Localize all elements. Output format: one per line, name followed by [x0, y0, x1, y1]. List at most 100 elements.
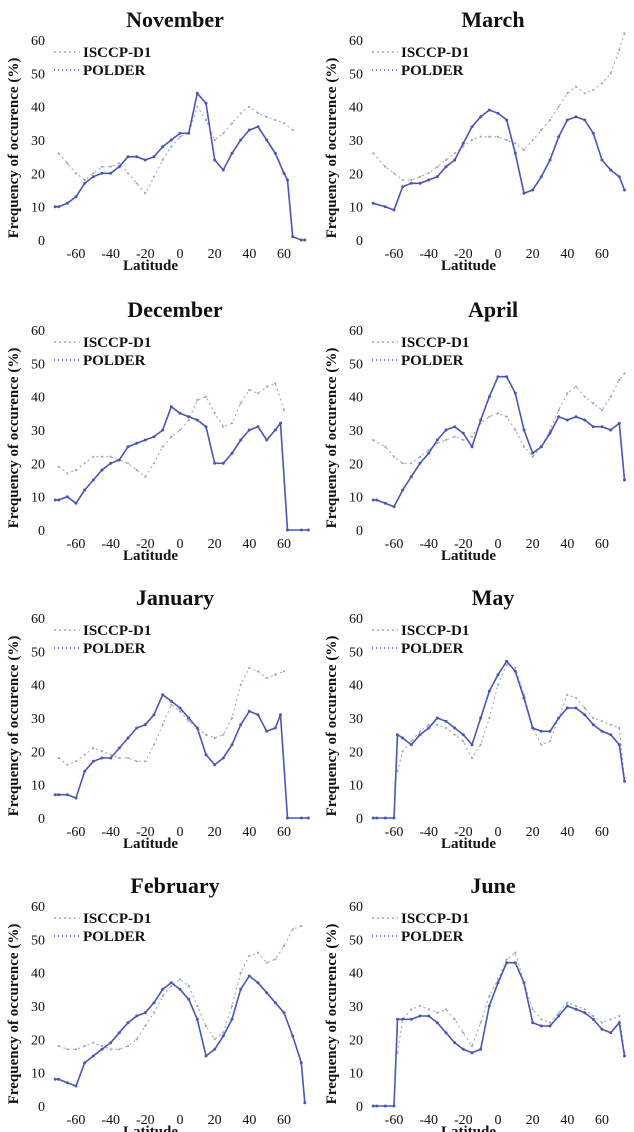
data-point-polder — [623, 779, 626, 783]
data-point-polder — [152, 155, 156, 159]
data-point-polder — [470, 125, 474, 129]
data-point-polder — [548, 1024, 552, 1028]
data-point-isccp-d1 — [470, 1044, 474, 1048]
data-point-polder — [135, 1014, 139, 1018]
data-point-polder — [600, 158, 604, 162]
y-tick-label: 30 — [349, 424, 363, 439]
data-point-isccp-d1 — [488, 716, 491, 720]
data-point-polder — [409, 1017, 413, 1021]
data-point-polder — [152, 1001, 156, 1005]
data-point-isccp-d1 — [600, 1021, 604, 1024]
data-point-polder — [135, 726, 139, 730]
data-point-isccp-d1 — [401, 178, 404, 182]
data-point-polder — [401, 736, 405, 740]
data-point-polder — [539, 1024, 543, 1028]
x-tick-label: 0 — [495, 1113, 502, 1128]
data-point-isccp-d1 — [126, 462, 130, 465]
data-point-polder — [57, 793, 61, 797]
data-point-polder — [617, 421, 621, 425]
data-point-polder — [444, 719, 448, 723]
data-point-isccp-d1 — [66, 472, 69, 475]
y-tick-label: 50 — [349, 645, 363, 660]
data-point-polder — [557, 716, 561, 720]
x-tick-label: -20 — [454, 537, 473, 552]
x-tick-label: 20 — [208, 537, 222, 552]
data-point-polder — [470, 1051, 474, 1055]
legend-label: POLDER — [83, 63, 146, 79]
data-point-polder — [496, 375, 500, 379]
data-point-polder — [195, 1017, 199, 1021]
series-line-isccp-d1 — [58, 105, 294, 195]
x-tick-label: -40 — [419, 1113, 438, 1128]
data-point-polder — [100, 1047, 104, 1051]
data-point-isccp-d1 — [100, 1044, 104, 1048]
data-point-isccp-d1 — [531, 1008, 534, 1011]
data-point-polder — [57, 1077, 61, 1081]
data-point-polder — [371, 816, 375, 820]
data-point-polder — [548, 729, 552, 733]
data-point-polder — [169, 699, 173, 703]
x-tick-label: 20 — [526, 537, 540, 552]
data-point-isccp-d1 — [144, 192, 147, 195]
y-tick-label: 20 — [349, 167, 363, 182]
data-point-polder — [583, 1011, 587, 1015]
data-point-isccp-d1 — [222, 425, 225, 428]
data-point-polder — [91, 759, 95, 763]
data-point-isccp-d1 — [609, 1018, 612, 1021]
data-point-polder — [522, 696, 526, 700]
data-point-isccp-d1 — [427, 172, 430, 175]
data-point-polder — [299, 816, 303, 820]
data-point-isccp-d1 — [505, 138, 508, 142]
data-point-polder — [591, 131, 595, 135]
data-point-isccp-d1 — [152, 175, 156, 178]
data-point-polder — [143, 723, 147, 727]
data-point-isccp-d1 — [109, 753, 112, 756]
data-point-isccp-d1 — [248, 666, 251, 670]
data-point-polder — [117, 1031, 121, 1035]
legend-label: POLDER — [401, 929, 464, 945]
data-point-polder — [591, 1017, 595, 1021]
data-point-isccp-d1 — [239, 112, 242, 115]
data-point-polder — [265, 991, 269, 995]
data-point-isccp-d1 — [522, 445, 526, 448]
data-point-isccp-d1 — [592, 88, 595, 92]
data-point-isccp-d1 — [566, 392, 569, 395]
x-tick-label: 40 — [242, 247, 256, 262]
series-line-polder — [55, 693, 309, 819]
data-point-polder — [600, 1027, 604, 1031]
data-point-polder — [565, 706, 569, 710]
data-point-isccp-d1 — [144, 760, 147, 763]
chart-panel-march: March 0 10 20 30 40 50 60 -60 -40 -20 0 20 40 60 Latitu… — [324, 7, 626, 274]
data-point-polder — [303, 1101, 307, 1105]
data-point-isccp-d1 — [265, 676, 268, 680]
data-point-isccp-d1 — [300, 924, 303, 928]
series-line-polder — [373, 961, 626, 1107]
y-tick-label: 20 — [349, 745, 363, 760]
data-point-polder — [230, 151, 234, 155]
data-point-isccp-d1 — [213, 138, 216, 142]
data-point-isccp-d1 — [291, 128, 294, 132]
x-tick-label: 60 — [277, 247, 291, 262]
data-point-isccp-d1 — [462, 145, 465, 148]
data-point-polder — [453, 1041, 457, 1045]
data-point-isccp-d1 — [161, 994, 164, 998]
data-point-isccp-d1 — [118, 162, 121, 165]
data-point-polder — [187, 716, 191, 720]
data-point-polder — [126, 155, 130, 159]
data-point-polder — [83, 181, 87, 185]
x-tick-label: 60 — [277, 1113, 291, 1128]
data-point-isccp-d1 — [92, 746, 95, 750]
data-point-isccp-d1 — [178, 710, 182, 713]
data-point-isccp-d1 — [470, 435, 474, 438]
data-point-isccp-d1 — [196, 105, 199, 108]
data-point-polder — [539, 729, 543, 733]
data-point-polder — [282, 171, 286, 175]
data-point-isccp-d1 — [256, 392, 260, 395]
data-point-polder — [279, 713, 282, 717]
data-point-polder — [65, 793, 69, 797]
data-point-polder — [247, 428, 251, 432]
data-point-polder — [299, 238, 303, 242]
data-point-polder — [135, 441, 139, 445]
data-point-polder — [409, 743, 413, 747]
y-tick-label: 0 — [38, 234, 45, 249]
